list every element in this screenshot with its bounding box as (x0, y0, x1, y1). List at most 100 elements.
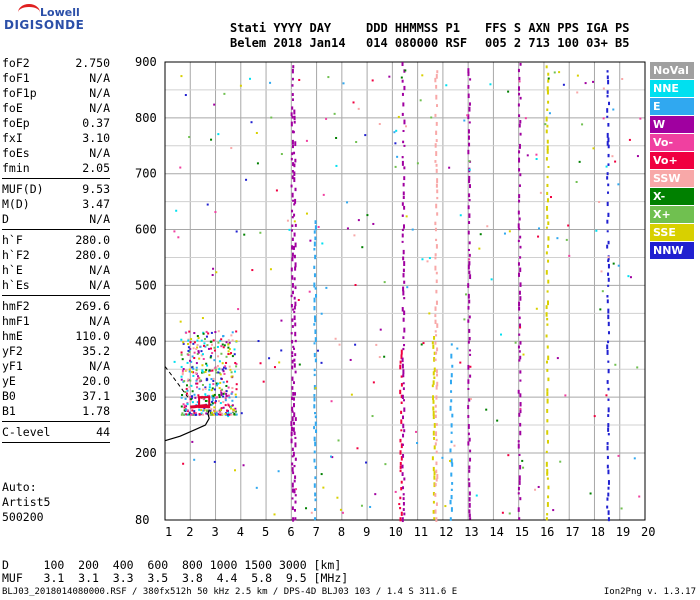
echo-point (232, 409, 235, 412)
echo-point (450, 494, 453, 500)
echo-point (606, 442, 609, 445)
echo-point (206, 203, 209, 206)
y-tick-label: 200 (135, 446, 157, 460)
echo-point (218, 411, 221, 414)
echo-point (578, 160, 581, 163)
echo-point (435, 423, 438, 426)
echo-point (293, 232, 296, 237)
echo-point (227, 412, 230, 415)
echo-point (233, 353, 236, 356)
echo-point (468, 121, 471, 124)
echo-point (401, 228, 404, 232)
echo-point (595, 229, 598, 232)
echo-point (633, 457, 636, 460)
echo-point (401, 394, 404, 399)
echo-point (230, 352, 233, 355)
echo-point (433, 445, 436, 450)
echo-point (294, 500, 297, 504)
echo-point (291, 192, 294, 198)
echo-point (581, 123, 584, 126)
echo-point (607, 153, 610, 158)
echo-point (293, 109, 296, 115)
echo-point (402, 373, 405, 378)
echo-point (547, 79, 550, 83)
echo-point (202, 332, 205, 335)
echo-point (428, 312, 431, 315)
echo-point (545, 450, 548, 453)
echo-point (187, 353, 190, 356)
echo-point (213, 396, 216, 399)
legend-item: SSW (650, 170, 694, 187)
echo-point (375, 343, 378, 346)
echo-point (292, 421, 295, 425)
echo-point (399, 496, 402, 500)
echo-point (218, 396, 221, 399)
param-row: foF2 2.750 (2, 56, 110, 71)
echo-point (255, 131, 258, 134)
echo-point (216, 396, 219, 399)
echo-point (434, 358, 437, 361)
echo-point (519, 393, 522, 398)
echo-point (292, 403, 295, 408)
param-value: 3.47 (82, 197, 110, 211)
echo-point (607, 256, 610, 259)
echo-point (606, 176, 609, 180)
echo-point (235, 388, 238, 391)
f2-trace-box (198, 396, 211, 409)
param-name: foEp (2, 116, 30, 130)
echo-point (184, 391, 187, 394)
echo-point (195, 369, 198, 372)
echo-point (433, 471, 436, 476)
echo-point (401, 472, 404, 476)
echo-point (183, 380, 186, 383)
echo-point (204, 399, 207, 402)
echo-point (214, 368, 217, 371)
echo-point (519, 407, 522, 410)
echo-point (341, 511, 344, 514)
echo-point (181, 373, 184, 376)
echo-point (546, 472, 549, 476)
echo-point (434, 113, 437, 117)
echo-point (202, 413, 205, 416)
echo-point (189, 413, 192, 416)
echo-point (228, 396, 231, 399)
echo-point (468, 502, 471, 508)
echo-point (467, 306, 470, 310)
echo-point (183, 409, 186, 412)
echo-point (403, 429, 406, 433)
echo-point (291, 224, 294, 227)
echo-point (291, 170, 294, 173)
echo-point (546, 513, 549, 516)
echo-point (450, 390, 453, 393)
echo-point (313, 342, 316, 345)
echo-point (519, 235, 522, 239)
echo-point (433, 437, 436, 440)
echo-point (215, 366, 218, 369)
echo-point (601, 290, 604, 293)
echo-point (291, 283, 294, 288)
echo-point (435, 203, 438, 209)
echo-point (212, 339, 215, 342)
echo-point (357, 219, 360, 222)
echo-point (401, 62, 404, 67)
echo-point (562, 83, 565, 86)
echo-point (467, 230, 470, 235)
echo-point (534, 488, 537, 491)
echo-point (606, 115, 609, 118)
echo-point (235, 395, 238, 398)
echo-point (517, 440, 520, 443)
echo-point (257, 340, 260, 343)
echo-point (545, 157, 548, 161)
echo-point (293, 508, 296, 512)
echo-point (237, 308, 240, 311)
echo-point (545, 334, 548, 338)
echo-point (519, 62, 522, 66)
echo-point (400, 354, 403, 360)
echo-point (519, 430, 522, 436)
echo-point (193, 356, 196, 359)
echo-point (195, 362, 198, 365)
echo-point (180, 338, 183, 341)
echo-point (234, 413, 237, 416)
echo-point (606, 141, 609, 146)
